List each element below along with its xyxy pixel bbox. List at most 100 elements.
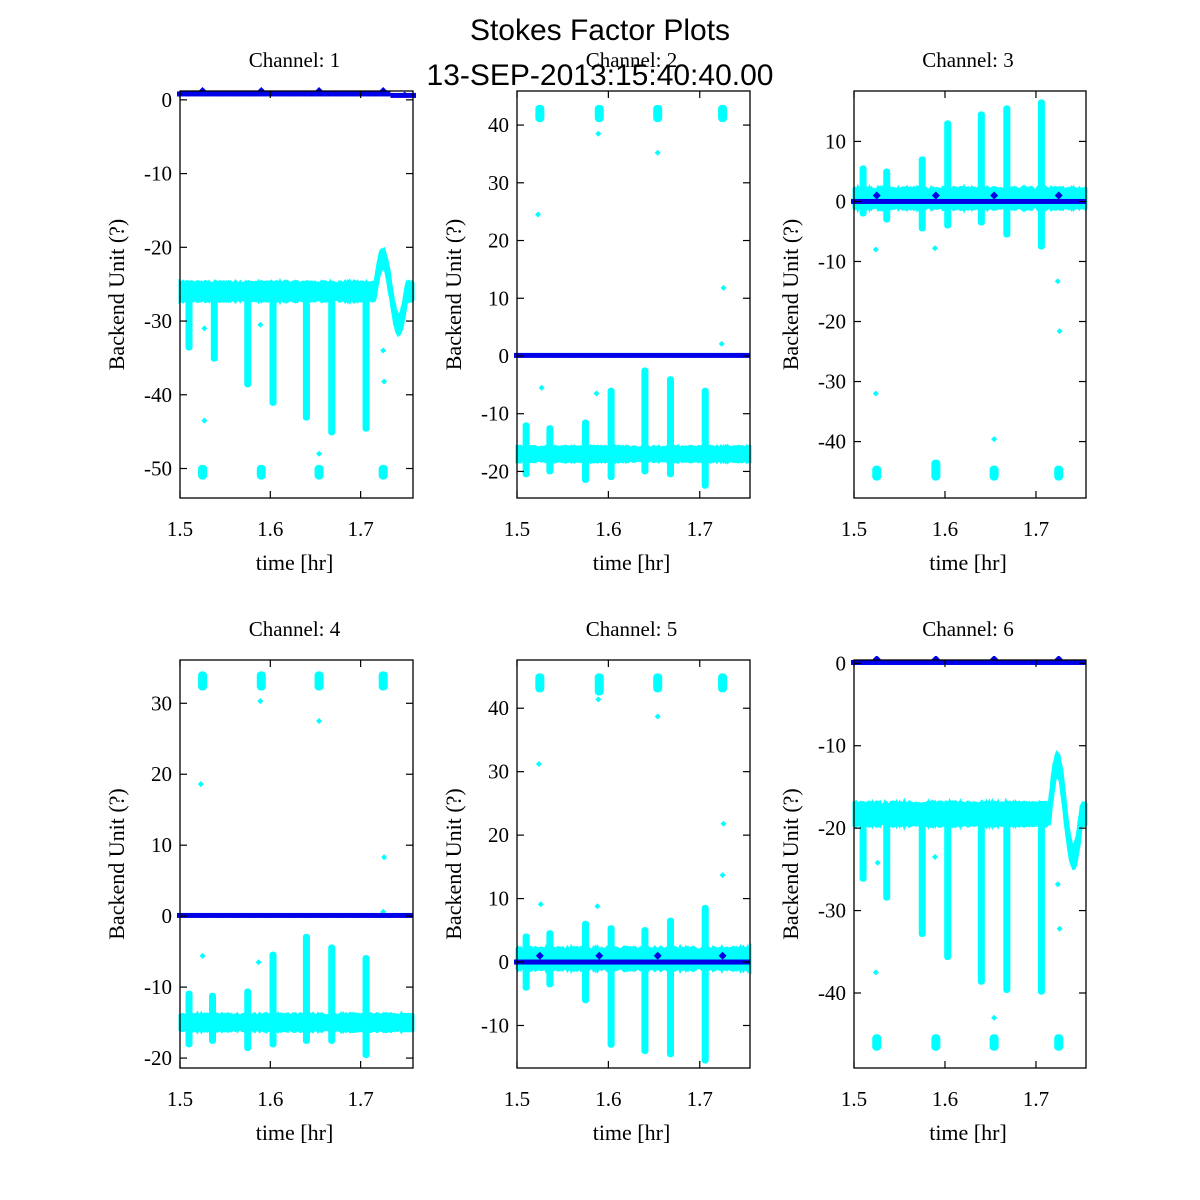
series-a-spike	[522, 422, 530, 478]
x-tick-label: 1.6	[932, 1087, 958, 1111]
series-a-cluster	[535, 104, 545, 123]
series-a-cluster	[931, 459, 941, 481]
series-b-point	[522, 959, 528, 965]
series-b-point	[672, 959, 678, 965]
x-tick-label: 1.6	[595, 517, 621, 541]
x-axis-label: time [hr]	[593, 1120, 671, 1145]
subplot-channel-4: 1.5 1.6 1.7 30 20 10 0 -10 -20 Channel: 4 time [hr…	[104, 617, 415, 1145]
series-a-outlier	[1056, 328, 1063, 335]
series-b-line	[177, 91, 391, 97]
series-b-point	[622, 959, 628, 965]
y-tick-label: 20	[151, 762, 172, 786]
series-a-spike	[667, 376, 675, 478]
y-tick-label: -10	[818, 734, 846, 758]
series-b-point	[606, 352, 612, 358]
series-b-point	[672, 352, 678, 358]
series-a-outlier	[931, 245, 938, 252]
series-a-spike	[185, 990, 193, 1048]
x-tick-label: 1.6	[257, 517, 283, 541]
series-a-outlier	[719, 872, 726, 879]
axes-frame	[179, 90, 414, 499]
series-a-cluster	[653, 673, 663, 693]
series-b-point	[1058, 198, 1064, 204]
y-tick-label: -20	[818, 816, 846, 840]
series-a-outlier	[720, 284, 727, 291]
y-tick-label: 40	[488, 696, 509, 720]
series-b-blue	[514, 352, 750, 358]
series-b-point	[876, 198, 882, 204]
y-tick-label: -30	[818, 899, 846, 923]
y-tick-label: -20	[144, 1046, 172, 1070]
series-a-cluster	[198, 464, 208, 480]
series-a-outlier	[257, 698, 264, 705]
series-b-line	[177, 912, 413, 918]
figure-subtitle-timestamp: 13-SEP-2013:15:40:40.00	[427, 59, 774, 92]
series-b-point	[959, 198, 965, 204]
series-b-point	[992, 198, 998, 204]
y-tick-label: -10	[818, 249, 846, 273]
series-a-spike	[918, 814, 926, 937]
series-a-outlier	[654, 149, 661, 156]
series-a-spike	[328, 944, 336, 1044]
subplot-channel-2: 1.5 1.6 1.7 40 30 20 10 0 -10 -20 Channel: 2 time […	[441, 48, 752, 575]
series-b-point	[385, 91, 391, 97]
series-a-spike	[269, 951, 277, 1048]
series-b-point	[318, 912, 324, 918]
series-a-spike	[244, 988, 252, 1051]
y-tick-label: 0	[162, 88, 173, 112]
series-b-point	[909, 198, 915, 204]
series-b-point	[975, 198, 981, 204]
y-axis-label: Backend Unit (?)	[441, 219, 466, 371]
series-b-point	[185, 91, 191, 97]
series-b-point	[606, 959, 612, 965]
series-a-outlier	[718, 340, 725, 347]
x-tick-label: 1.5	[504, 517, 530, 541]
series-b-point	[539, 959, 545, 965]
plot-area	[177, 671, 415, 1059]
series-b-point	[959, 659, 965, 665]
series-a-outlier	[201, 417, 208, 424]
series-a-outlier	[316, 718, 323, 725]
series-a-cluster	[256, 671, 266, 691]
series-a-outlier	[931, 853, 938, 860]
series-a-spike	[244, 291, 252, 388]
series-a-cluster	[989, 465, 999, 481]
series-b-point	[368, 91, 374, 97]
y-tick-label: -20	[818, 310, 846, 334]
series-a-outlier	[872, 969, 879, 976]
y-tick-label: 30	[151, 691, 172, 715]
series-a-cluster	[931, 1034, 941, 1051]
x-tick-label: 1.6	[932, 517, 958, 541]
series-b-point	[402, 912, 408, 918]
series-a-outlier	[538, 384, 545, 391]
y-tick-label: -40	[144, 383, 172, 407]
series-a-cluster	[314, 671, 324, 691]
series-b-point	[285, 912, 291, 918]
x-tick-label: 1.7	[1023, 1087, 1049, 1111]
subplot-channel-5: 1.5 1.6 1.7 40 30 20 10 0 -10 Channel: 5 time [hr]…	[441, 617, 752, 1145]
series-a-outlier	[595, 130, 602, 137]
y-tick-label: 0	[499, 344, 510, 368]
y-tick-label: -40	[818, 981, 846, 1005]
series-a-cluster	[314, 464, 324, 480]
x-tick-label: 1.6	[257, 1087, 283, 1111]
y-axis-label: Backend Unit (?)	[104, 219, 129, 371]
series-a-outlier	[593, 390, 600, 397]
series-b-point	[302, 91, 308, 97]
x-tick-label: 1.5	[167, 517, 193, 541]
series-a-cluster	[256, 464, 266, 480]
y-tick-label: -40	[818, 430, 846, 454]
series-a-outlier	[1054, 278, 1061, 285]
plot-area	[514, 673, 752, 1064]
series-a-cluster	[872, 1034, 882, 1051]
y-tick-label: 30	[488, 760, 509, 784]
series-b-line	[851, 198, 1086, 204]
series-a-outlier	[720, 820, 727, 827]
series-b-line	[514, 959, 750, 965]
series-a-outlier	[872, 390, 879, 397]
x-tick-label: 1.7	[687, 1087, 713, 1111]
series-b-point	[1008, 659, 1014, 665]
series-a-spike	[1003, 814, 1011, 993]
series-a-spike	[546, 425, 554, 475]
series-b-mark	[931, 191, 940, 200]
